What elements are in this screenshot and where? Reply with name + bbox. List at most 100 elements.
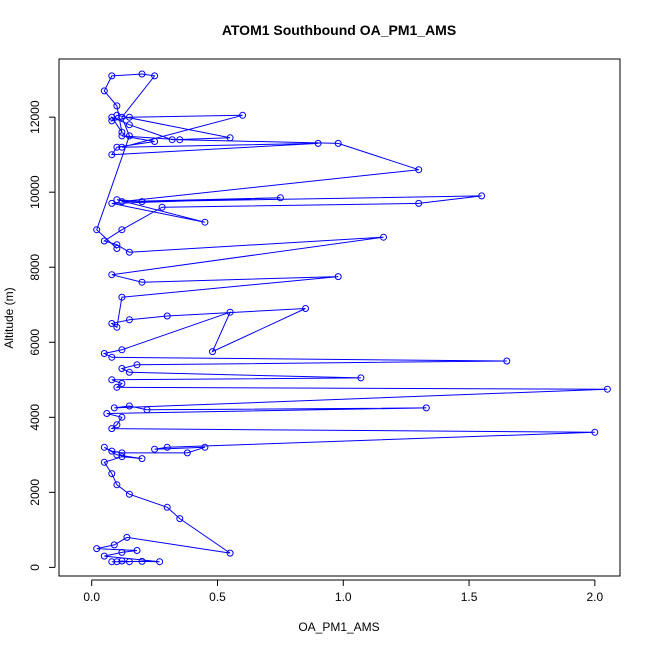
data-point: [118, 413, 126, 421]
data-point: [156, 558, 164, 566]
data-point: [201, 218, 209, 226]
data-point: [133, 547, 141, 554]
data-point: [151, 138, 159, 145]
x-tick-label: 2.0: [586, 590, 603, 604]
data-point: [113, 558, 121, 566]
data-point: [108, 425, 116, 433]
data-point: [125, 368, 133, 376]
y-axis-label: Altitude (m): [2, 287, 16, 348]
y-tick-label: 10000: [28, 175, 42, 209]
data-point: [108, 113, 116, 121]
y-tick-label: 6000: [28, 329, 42, 356]
data-point: [276, 194, 284, 202]
data-point: [118, 557, 126, 565]
data-point: [118, 226, 126, 234]
data-point: [100, 552, 108, 560]
y-tick-label: 8000: [28, 254, 42, 281]
x-axis: 0.0 0.5 1.0 1.5 2.0: [83, 579, 604, 604]
data-point: [334, 139, 342, 147]
data-point: [118, 548, 126, 556]
data-point: [100, 350, 108, 357]
data-point: [110, 404, 118, 412]
data-point: [226, 134, 234, 142]
data-point: [138, 557, 146, 565]
data-point: [591, 428, 599, 436]
y-tick-label: 2000: [28, 479, 42, 506]
data-point: [113, 421, 121, 429]
data-point: [138, 198, 146, 206]
data-point: [302, 305, 309, 312]
data-point: [239, 111, 247, 119]
data-point: [123, 533, 131, 541]
data-point: [103, 410, 111, 417]
data-point: [151, 72, 159, 80]
data-point: [125, 402, 133, 410]
data-point: [108, 558, 116, 566]
x-tick-label: 1.0: [335, 590, 352, 604]
data-point: [138, 278, 146, 286]
data-point: [108, 271, 116, 279]
data-point: [93, 226, 101, 234]
data-point: [113, 383, 121, 391]
data-point: [503, 357, 511, 365]
data-point: [357, 374, 365, 382]
data-point: [163, 503, 171, 511]
data-point: [415, 199, 423, 207]
data-point: [100, 458, 108, 466]
data-point: [108, 376, 116, 384]
data-point: [118, 143, 126, 151]
chart-title: ATOM1 Southbound OA_PM1_AMS: [222, 22, 456, 38]
data-point: [118, 365, 126, 372]
data-point: [151, 445, 159, 453]
data-point: [138, 455, 146, 463]
data-point: [125, 490, 133, 498]
data-point: [113, 245, 121, 252]
data-point: [118, 293, 126, 301]
data-point: [163, 443, 171, 451]
data-point: [226, 549, 234, 557]
series-line: [96, 73, 608, 563]
data-point: [183, 449, 191, 457]
data-point: [100, 237, 108, 245]
data-series: [93, 70, 611, 566]
data-point: [100, 443, 108, 451]
data-point: [158, 203, 166, 211]
data-point: [108, 470, 116, 478]
data-point: [422, 404, 430, 412]
x-axis-label: OA_PM1_AMS: [298, 620, 379, 634]
data-point: [108, 151, 116, 159]
y-tick-label: 12000: [28, 100, 42, 134]
data-point: [108, 117, 116, 125]
data-point: [334, 273, 342, 281]
data-point: [113, 481, 121, 489]
data-point: [176, 136, 184, 144]
data-point: [478, 192, 486, 200]
data-point: [125, 113, 133, 121]
plot-frame: [58, 58, 621, 577]
data-point: [209, 348, 216, 356]
data-point: [138, 70, 146, 78]
y-tick-label: 0: [28, 564, 42, 571]
data-point: [108, 447, 116, 455]
data-point: [125, 316, 133, 324]
data-point: [110, 541, 118, 549]
data-point: [118, 132, 126, 140]
data-point: [143, 406, 151, 414]
data-point: [380, 233, 387, 241]
y-axis: 0 2000 4000 6000 8000 10000 12000: [28, 100, 56, 571]
data-point: [133, 361, 141, 369]
data-point: [100, 87, 108, 95]
data-point: [118, 198, 126, 206]
data-point: [118, 449, 126, 457]
x-tick-label: 1.5: [461, 590, 478, 604]
data-point: [125, 132, 133, 140]
data-point: [93, 545, 101, 553]
data-point: [113, 102, 121, 110]
y-tick-label: 4000: [28, 404, 42, 431]
x-tick-label: 0.0: [83, 590, 100, 604]
data-point: [108, 199, 116, 207]
data-point: [125, 558, 133, 566]
x-tick-label: 0.5: [209, 590, 226, 604]
data-point: [108, 353, 116, 361]
